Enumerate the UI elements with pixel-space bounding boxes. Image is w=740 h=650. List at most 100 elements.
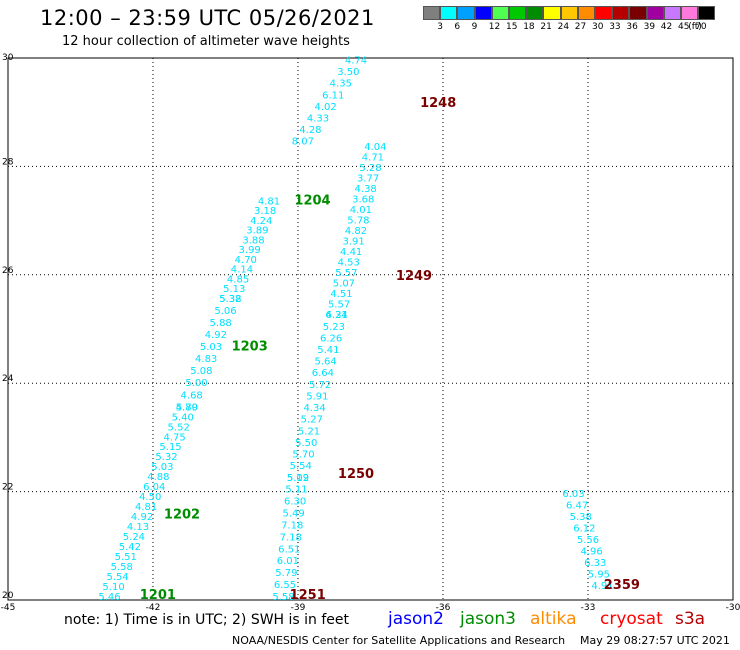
colorbar-label: 45 [678,22,690,32]
colorbar-swatch [509,6,527,20]
wave-height-value: 3.68 [352,195,374,206]
legend-item-s3a: s3a [675,609,706,629]
wave-height-value: 5.72 [309,380,331,391]
wave-height-value: 4.50 [139,492,161,503]
wave-height-value: 3.89 [246,226,268,237]
wave-height-value: 5.38 [570,512,592,523]
colorbar-label: 12 [488,22,501,32]
wave-height-value: 4.81 [135,502,157,513]
wave-height-value: 5.51 [115,552,137,563]
wave-height-value: 5.79 [275,568,297,579]
colorbar-swatch [646,6,664,20]
wave-height-value: 5.79 [176,402,198,413]
wave-height-value: 5.11 [285,485,307,496]
wave-height-value: 5.52 [168,422,190,433]
wave-height-value: 5.13 [223,284,245,295]
footnote: note: 1) Time is in UTC; 2) SWH is in fe… [64,612,350,628]
colorbar-swatch [526,6,544,20]
wave-height-value: 6.47 [566,501,588,512]
wave-height-value: 5.42 [119,542,141,553]
wave-height-value: 6.11 [322,90,344,101]
y-tick-label: 22 [2,483,13,493]
wave-height-value: 5.56 [577,535,599,546]
colorbar-unit: (ft) [688,22,702,32]
pass-label: 1251 [290,588,326,603]
wave-height-value: 6.04 [143,482,165,493]
wave-height-value: 4.85 [227,274,249,285]
pass-label: 1250 [338,467,374,482]
wave-height-value: 3.18 [254,206,276,217]
colorbar-swatch [560,6,578,20]
wave-height-value: 4.92 [205,330,227,341]
wave-height-value: 4.28 [299,125,321,136]
pass-label: 1204 [294,193,330,208]
colorbar-label: 24 [557,22,570,32]
legend-item-jason2: jason2 [388,609,444,629]
wave-height-value: 6.21 [326,310,348,321]
wave-height-value: 4.81 [258,196,280,207]
wave-height-value: 4.38 [355,184,377,195]
wave-height-value: 3.99 [239,245,261,256]
wave-height-value: 5.21 [298,426,320,437]
colorbar-label: 42 [660,22,673,32]
colorbar-swatch [543,6,561,20]
y-tick-label: 28 [2,157,14,167]
wave-height-value: 5.64 [314,357,336,368]
wave-height-value: 4.34 [303,403,325,414]
wave-height-value: 5.49 [283,509,305,520]
colorbar-swatch [663,6,681,20]
wave-height-value: 3.88 [242,235,264,246]
wave-height-value: 5.15 [159,442,181,453]
wave-height-value: 4.74 [345,55,367,66]
wave-height-value: 4.13 [127,522,149,533]
wave-height-value: 4.24 [250,216,272,227]
wave-height-value: 4.91 [591,581,613,592]
wave-height-value: 5.40 [172,412,194,423]
colorbar-swatch [440,6,458,20]
wave-height-value: 4.83 [195,354,217,365]
wave-height-value: 6.01 [277,556,299,567]
wave-height-value: 5.03 [200,342,222,353]
colorbar-label: 3 [437,22,443,32]
wave-height-value: 5.91 [306,391,328,402]
wave-height-value: 5.28 [359,163,381,174]
wave-height-value: 5.57 [328,300,350,311]
x-tick-label: -42 [146,603,161,613]
wave-height-value: 4.35 [330,79,352,90]
wave-height-value: 6.64 [312,368,334,379]
wave-height-value: 4.88 [147,472,169,483]
pass-label: 1248 [420,96,456,111]
colorbar-label: 33 [609,22,621,32]
wave-height-value: 4.51 [330,289,352,300]
wave-height-value: 5.41 [317,345,339,356]
credit-line: NOAA/NESDIS Center for Satellite Applica… [232,634,566,647]
wave-height-value: 5.07 [333,279,355,290]
wave-height-value: 5.70 [292,450,314,461]
plot-frame [7,57,734,601]
colorbar-label: 18 [523,22,535,32]
y-tick-label: 30 [2,53,14,63]
chart-title: 12:00 – 23:59 UTC 05/26/2021 [40,6,375,30]
wave-height-value: 3.50 [337,67,359,78]
wave-height-value: 4.75 [163,432,185,443]
wave-height-value: 7.18 [281,520,303,531]
wave-height-value: 6.03 [562,489,584,500]
wave-height-value: 4.80 [176,402,198,413]
wave-height-value: 5.58 [272,592,294,603]
wave-height-value: 4.68 [181,390,203,401]
legend-item-jason3: jason3 [460,609,516,629]
wave-height-value: 5.24 [123,532,145,543]
colorbar-swatch [577,6,595,20]
colorbar-label: 70 [695,22,707,32]
wave-height-value: 4.82 [345,226,367,237]
colorbar-label: 15 [506,22,518,32]
wave-height-value: 5.57 [335,268,357,279]
wave-height-value: 5.03 [151,462,173,473]
wave-height-value: 5.09 [287,473,309,484]
legend-item-altika: altika [530,609,577,629]
wave-height-value: 6.33 [584,558,606,569]
wave-height-value: 5.10 [102,582,124,593]
wave-height-value: 5.00 [185,378,207,389]
colorbar-label: 27 [574,22,587,32]
